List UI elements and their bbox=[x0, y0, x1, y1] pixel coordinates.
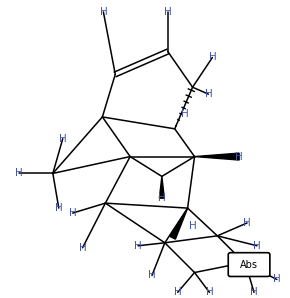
Text: H: H bbox=[158, 193, 166, 203]
Text: H: H bbox=[79, 243, 86, 253]
Text: H: H bbox=[253, 241, 261, 251]
Text: H: H bbox=[250, 287, 258, 297]
Text: H: H bbox=[134, 241, 142, 251]
Polygon shape bbox=[160, 176, 164, 198]
Polygon shape bbox=[195, 153, 239, 160]
FancyBboxPatch shape bbox=[228, 253, 270, 277]
Text: H: H bbox=[15, 168, 23, 179]
Text: H: H bbox=[69, 208, 77, 218]
Text: H: H bbox=[174, 287, 182, 297]
Text: H: H bbox=[204, 89, 212, 99]
Text: H: H bbox=[181, 109, 188, 119]
Text: Abs: Abs bbox=[240, 260, 258, 270]
Text: H: H bbox=[55, 203, 63, 213]
Text: H: H bbox=[235, 152, 243, 162]
Text: H: H bbox=[243, 218, 251, 228]
Text: H: H bbox=[273, 274, 281, 285]
Text: H: H bbox=[164, 7, 172, 17]
Text: H: H bbox=[189, 221, 196, 231]
Polygon shape bbox=[170, 208, 188, 239]
Text: H: H bbox=[148, 271, 156, 280]
Text: H: H bbox=[206, 287, 213, 297]
Text: H: H bbox=[99, 7, 107, 17]
Text: H: H bbox=[59, 134, 67, 144]
Text: H: H bbox=[209, 52, 216, 63]
